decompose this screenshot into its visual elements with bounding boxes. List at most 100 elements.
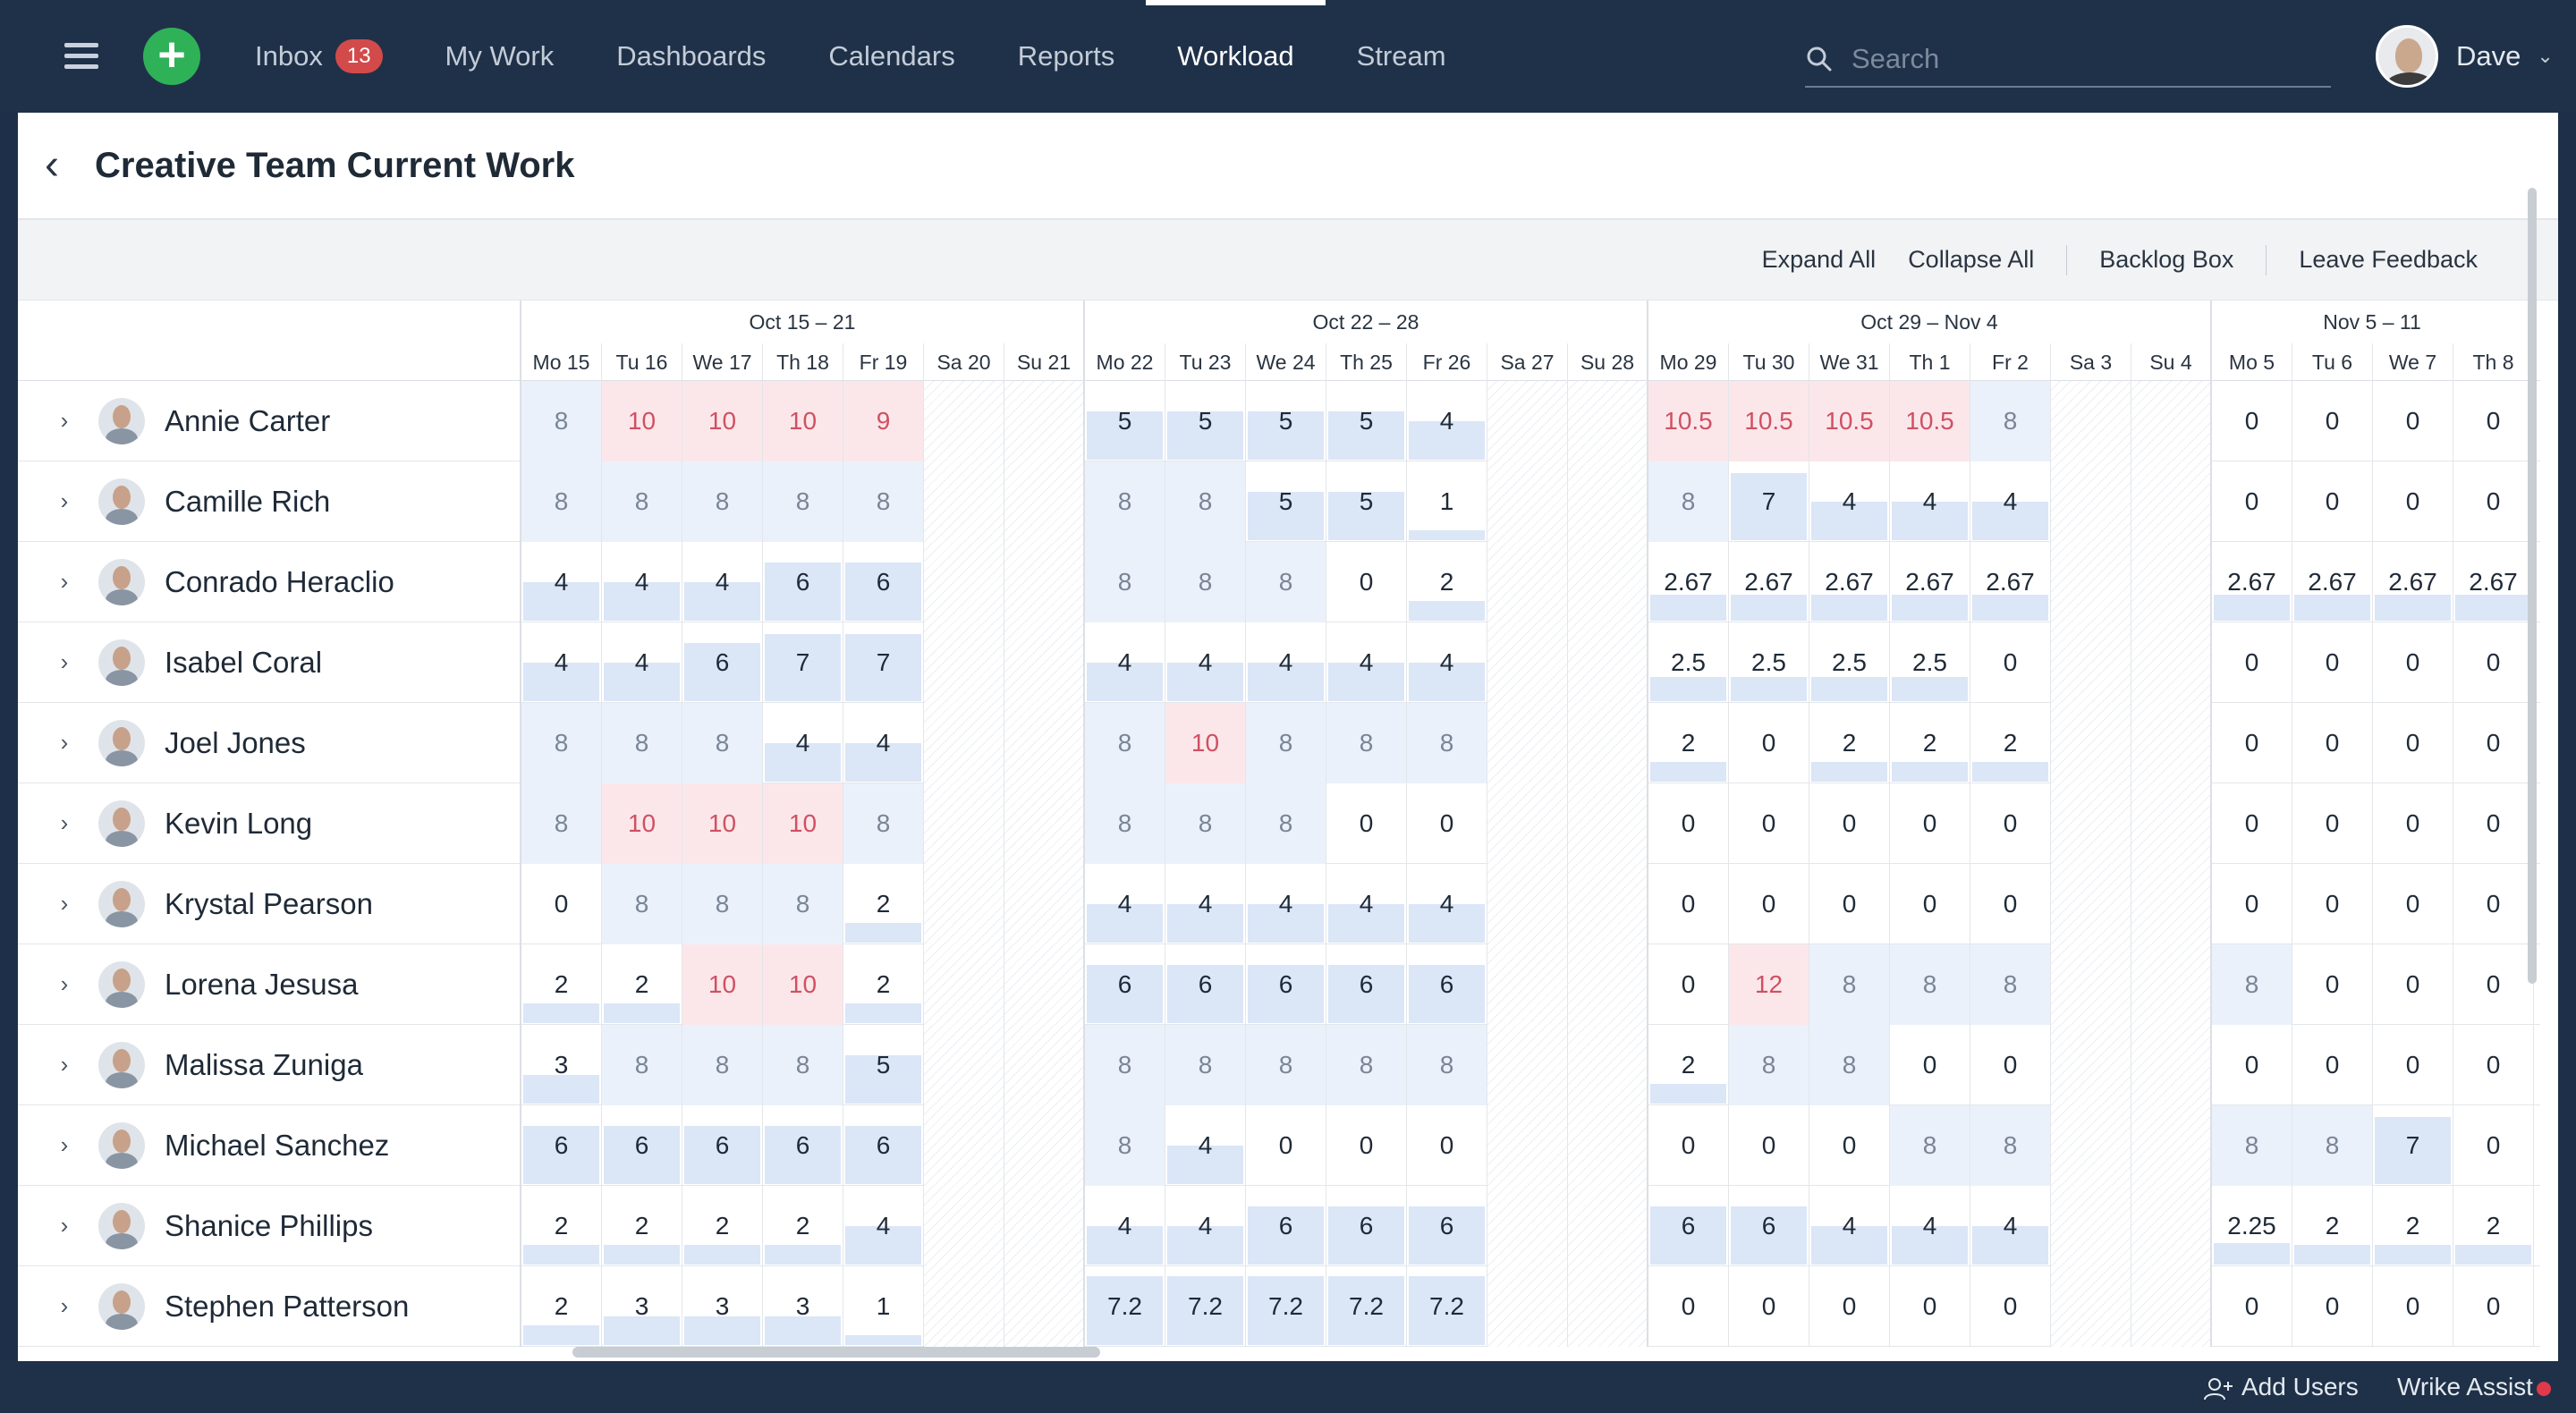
nav-item-calendars[interactable]: Calendars bbox=[797, 0, 986, 113]
workload-cell[interactable]: 0 bbox=[1890, 783, 1970, 864]
workload-cell[interactable]: 2 bbox=[521, 1266, 602, 1347]
workload-cell[interactable]: 0 bbox=[2292, 1266, 2373, 1347]
workload-cell[interactable]: 4 bbox=[1809, 461, 1890, 542]
workload-cell[interactable]: 2.67 bbox=[1809, 542, 1890, 622]
workload-cell[interactable]: 8 bbox=[763, 1025, 843, 1105]
workload-cell[interactable]: 8 bbox=[1246, 703, 1326, 783]
chevron-left-icon[interactable]: ‹ bbox=[45, 141, 59, 189]
workload-cell[interactable]: 10 bbox=[602, 381, 682, 461]
workload-cell[interactable]: 3 bbox=[682, 1266, 763, 1347]
workload-cell[interactable]: 0 bbox=[2212, 1266, 2292, 1347]
workload-cell[interactable]: 8 bbox=[682, 703, 763, 783]
workload-cell[interactable]: 2 bbox=[602, 1186, 682, 1266]
workload-cell[interactable]: 2 bbox=[843, 944, 924, 1025]
workload-cell[interactable]: 8 bbox=[763, 461, 843, 542]
workload-cell[interactable]: 0 bbox=[2453, 1025, 2534, 1105]
workload-cell[interactable]: 8 bbox=[682, 461, 763, 542]
workload-cell[interactable]: 7.2 bbox=[1246, 1266, 1326, 1347]
workload-cell[interactable]: 4 bbox=[1246, 864, 1326, 944]
workload-cell[interactable]: 4 bbox=[521, 542, 602, 622]
workload-cell[interactable]: 5 bbox=[1246, 461, 1326, 542]
workload-cell[interactable]: 2.67 bbox=[2373, 542, 2453, 622]
workload-cell[interactable]: 4 bbox=[1970, 1186, 2051, 1266]
workload-cell[interactable]: 8 bbox=[1085, 542, 1165, 622]
workload-cell[interactable]: 7.2 bbox=[1165, 1266, 1246, 1347]
workload-cell[interactable]: 8 bbox=[1809, 1025, 1890, 1105]
workload-cell[interactable]: 6 bbox=[843, 1105, 924, 1186]
workload-cell[interactable]: 0 bbox=[2212, 1025, 2292, 1105]
workload-cell[interactable]: 8 bbox=[1407, 1025, 1487, 1105]
workload-cell[interactable]: 9 bbox=[843, 381, 924, 461]
workload-cell[interactable]: 6 bbox=[682, 1105, 763, 1186]
workload-cell[interactable]: 6 bbox=[1407, 1186, 1487, 1266]
vertical-scrollbar[interactable] bbox=[2528, 188, 2537, 984]
workload-cell[interactable]: 5 bbox=[843, 1025, 924, 1105]
add-users-button[interactable]: Add Users bbox=[2202, 1361, 2359, 1413]
chevron-right-icon[interactable]: › bbox=[60, 970, 69, 997]
workload-cell[interactable]: 2 bbox=[1970, 703, 2051, 783]
workload-cell[interactable]: 8 bbox=[843, 783, 924, 864]
workload-cell[interactable]: 0 bbox=[2373, 381, 2453, 461]
workload-cell[interactable]: 0 bbox=[1970, 783, 2051, 864]
assignee-row[interactable]: › Conrado Heraclio bbox=[18, 542, 520, 622]
workload-cell[interactable]: 0 bbox=[1970, 1025, 2051, 1105]
workload-cell[interactable]: 2 bbox=[1809, 703, 1890, 783]
workload-cell[interactable]: 10 bbox=[763, 783, 843, 864]
workload-cell[interactable]: 0 bbox=[2373, 783, 2453, 864]
workload-cell[interactable]: 2.67 bbox=[2292, 542, 2373, 622]
workload-cell[interactable]: 2 bbox=[2373, 1186, 2453, 1266]
workload-cell[interactable]: 4 bbox=[1326, 622, 1407, 703]
workload-cell[interactable]: 4 bbox=[1970, 461, 2051, 542]
workload-cell[interactable]: 7 bbox=[1729, 461, 1809, 542]
workload-cell[interactable]: 8 bbox=[521, 783, 602, 864]
nav-item-stream[interactable]: Stream bbox=[1326, 0, 1478, 113]
workload-cell[interactable]: 8 bbox=[1085, 703, 1165, 783]
workload-cell[interactable]: 12 bbox=[1729, 944, 1809, 1025]
workload-cell[interactable]: 6 bbox=[1326, 944, 1407, 1025]
workload-cell[interactable]: 1 bbox=[843, 1266, 924, 1347]
workload-cell[interactable]: 0 bbox=[2453, 864, 2534, 944]
workload-cell[interactable]: 0 bbox=[2292, 1025, 2373, 1105]
workload-cell[interactable]: 4 bbox=[843, 1186, 924, 1266]
assignee-row[interactable]: › Camille Rich bbox=[18, 461, 520, 542]
workload-cell[interactable]: 6 bbox=[521, 1105, 602, 1186]
workload-cell[interactable]: 7 bbox=[843, 622, 924, 703]
workload-cell[interactable]: 2 bbox=[521, 1186, 602, 1266]
assignee-row[interactable]: › Malissa Zuniga bbox=[18, 1025, 520, 1105]
workload-cell[interactable]: 0 bbox=[2292, 783, 2373, 864]
workload-cell[interactable]: 0 bbox=[2292, 864, 2373, 944]
workload-cell[interactable]: 8 bbox=[843, 461, 924, 542]
workload-cell[interactable]: 8 bbox=[1085, 1105, 1165, 1186]
wrike-assist-button[interactable]: Wrike Assist bbox=[2397, 1361, 2551, 1413]
workload-cell[interactable]: 8 bbox=[2212, 944, 2292, 1025]
workload-cell[interactable]: 8 bbox=[1246, 783, 1326, 864]
search-box[interactable] bbox=[1805, 32, 2331, 88]
workload-cell[interactable]: 8 bbox=[1165, 461, 1246, 542]
workload-cell[interactable]: 0 bbox=[2373, 622, 2453, 703]
workload-cell[interactable]: 8 bbox=[1085, 783, 1165, 864]
workload-cell[interactable]: 5 bbox=[1246, 381, 1326, 461]
workload-cell[interactable]: 4 bbox=[1326, 864, 1407, 944]
assignee-row[interactable]: › Annie Carter bbox=[18, 381, 520, 461]
workload-cell[interactable]: 7 bbox=[2373, 1105, 2453, 1186]
workload-cell[interactable]: 7.2 bbox=[1085, 1266, 1165, 1347]
workload-cell[interactable]: 4 bbox=[1085, 1186, 1165, 1266]
chevron-right-icon[interactable]: › bbox=[60, 568, 69, 595]
workload-cell[interactable]: 4 bbox=[1165, 1105, 1246, 1186]
workload-cell[interactable]: 0 bbox=[2453, 1266, 2534, 1347]
workload-cell[interactable]: 2 bbox=[843, 864, 924, 944]
workload-cell[interactable]: 4 bbox=[521, 622, 602, 703]
workload-cell[interactable]: 5 bbox=[1326, 461, 1407, 542]
workload-cell[interactable]: 0 bbox=[2453, 461, 2534, 542]
workload-cell[interactable]: 6 bbox=[1648, 1186, 1729, 1266]
workload-cell[interactable]: 8 bbox=[1326, 1025, 1407, 1105]
workload-cell[interactable]: 4 bbox=[602, 542, 682, 622]
workload-cell[interactable]: 8 bbox=[521, 461, 602, 542]
workload-cell[interactable]: 6 bbox=[1165, 944, 1246, 1025]
workload-cell[interactable]: 8 bbox=[2212, 1105, 2292, 1186]
chevron-right-icon[interactable]: › bbox=[60, 1292, 69, 1319]
workload-cell[interactable]: 0 bbox=[1890, 1266, 1970, 1347]
workload-cell[interactable]: 0 bbox=[1970, 1266, 2051, 1347]
workload-cell[interactable]: 0 bbox=[1809, 864, 1890, 944]
workload-cell[interactable]: 2.5 bbox=[1809, 622, 1890, 703]
